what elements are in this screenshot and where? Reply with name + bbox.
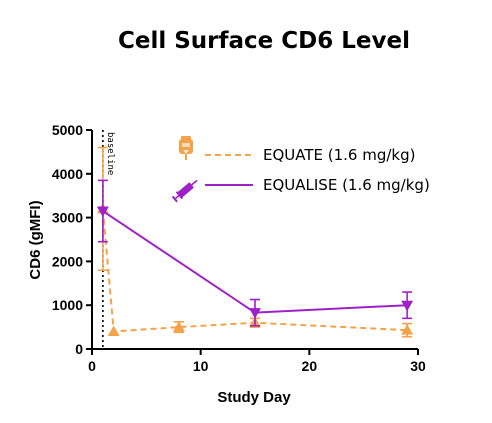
iv-bag-icon	[179, 136, 193, 160]
y-ticks: 0 1000 2000 3000 4000 5000	[52, 122, 92, 357]
x-tick-label: 20	[302, 358, 318, 374]
series-layer	[96, 146, 414, 338]
x-ticks: 0 10 20 30	[88, 349, 426, 374]
x-axis-label: Study Day	[217, 389, 291, 406]
data-point	[172, 321, 185, 332]
y-axis-label: CD6 (gMFI)	[27, 200, 44, 279]
baseline-label: baseline	[105, 132, 115, 175]
x-tick-label: 10	[193, 358, 209, 374]
legend-label-equate: EQUATE (1.6 mg/kg)	[263, 146, 416, 164]
data-point	[107, 325, 120, 336]
series-line-0	[101, 208, 408, 333]
y-tick-label: 0	[75, 341, 83, 357]
x-tick-label: 30	[410, 358, 426, 374]
y-tick-label: 3000	[52, 210, 83, 226]
y-tick-label: 2000	[52, 253, 83, 269]
chart-title: Cell Surface CD6 Level	[118, 28, 410, 54]
axes	[91, 130, 418, 350]
data-point	[249, 308, 261, 319]
series-line-1	[102, 210, 408, 314]
y-tick-label: 1000	[52, 297, 83, 313]
legend: EQUATE (1.6 mg/kg) EQUALISE (1.6 mg/kg)	[171, 136, 430, 203]
legend-label-equalise: EQUALISE (1.6 mg/kg)	[263, 176, 430, 194]
data-point	[401, 324, 414, 335]
data-point	[401, 300, 414, 312]
syringe-icon	[171, 179, 198, 203]
y-tick-label: 4000	[52, 166, 83, 182]
y-tick-label: 5000	[52, 122, 83, 138]
data-point	[96, 206, 109, 218]
x-tick-label: 0	[88, 358, 96, 374]
